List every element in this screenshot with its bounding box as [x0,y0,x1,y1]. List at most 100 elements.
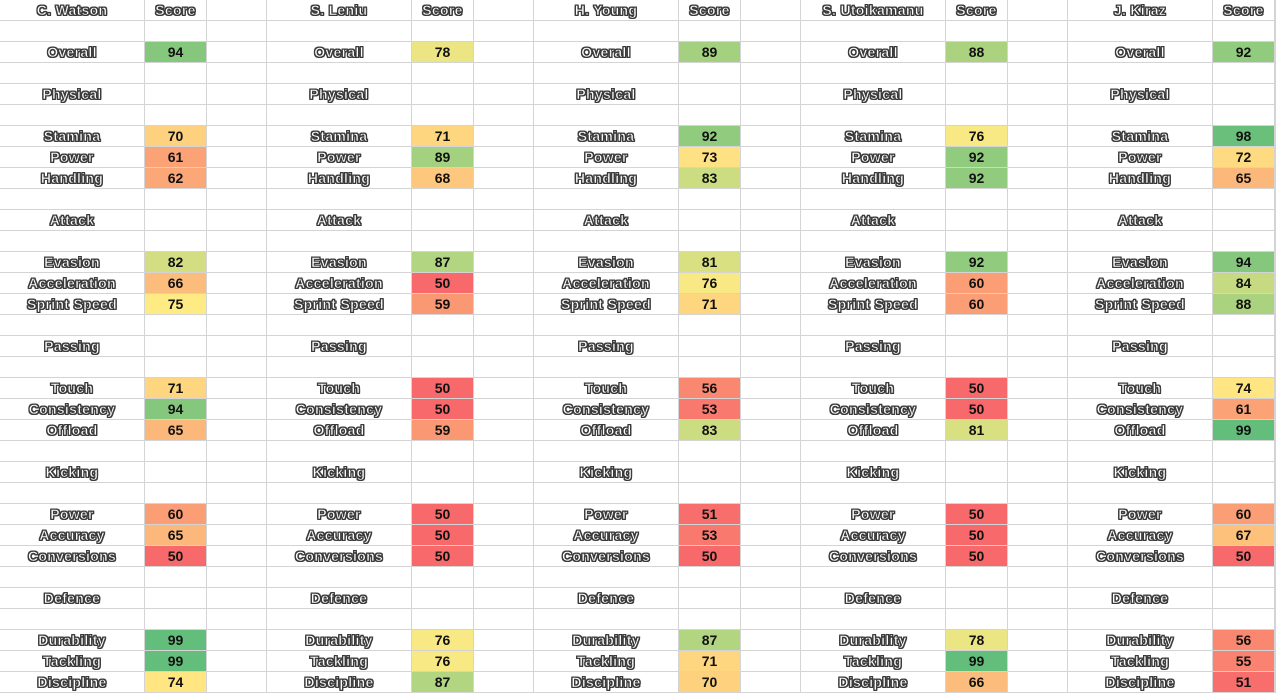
section-title-physical[interactable]: Physical [0,84,145,105]
empty-cell[interactable] [679,231,741,252]
stat-label[interactable]: Touch [534,378,679,399]
score-column-header[interactable]: Score [412,0,474,21]
empty-cell[interactable] [474,651,534,672]
empty-cell[interactable] [946,357,1008,378]
empty-cell[interactable] [207,105,267,126]
empty-cell[interactable] [412,315,474,336]
empty-cell[interactable] [534,357,679,378]
empty-cell[interactable] [1008,252,1068,273]
stat-score[interactable]: 50 [412,525,474,546]
empty-cell[interactable] [1008,189,1068,210]
empty-cell[interactable] [741,462,801,483]
empty-cell[interactable] [474,357,534,378]
empty-cell[interactable] [412,588,474,609]
empty-cell[interactable] [679,105,741,126]
section-title-kicking[interactable]: Kicking [1068,462,1213,483]
empty-cell[interactable] [1068,231,1213,252]
section-title-attack[interactable]: Attack [0,210,145,231]
empty-cell[interactable] [207,294,267,315]
empty-cell[interactable] [207,504,267,525]
stat-label[interactable]: Consistency [801,399,946,420]
empty-cell[interactable] [207,168,267,189]
empty-cell[interactable] [679,21,741,42]
stat-score[interactable]: 59 [412,420,474,441]
empty-cell[interactable] [741,63,801,84]
empty-cell[interactable] [679,609,741,630]
section-title-defence[interactable]: Defence [267,588,412,609]
empty-cell[interactable] [474,315,534,336]
empty-cell[interactable] [534,231,679,252]
overall-label[interactable]: Overall [801,42,946,63]
empty-cell[interactable] [741,504,801,525]
stat-label[interactable]: Sprint Speed [1068,294,1213,315]
empty-cell[interactable] [145,357,207,378]
empty-cell[interactable] [207,441,267,462]
stat-label[interactable]: Acceleration [801,273,946,294]
stat-score[interactable]: 89 [412,147,474,168]
empty-cell[interactable] [946,63,1008,84]
empty-cell[interactable] [1008,105,1068,126]
empty-cell[interactable] [474,588,534,609]
stat-score[interactable]: 50 [946,399,1008,420]
stat-score[interactable]: 92 [946,147,1008,168]
stat-score[interactable]: 81 [946,420,1008,441]
section-title-passing[interactable]: Passing [267,336,412,357]
empty-cell[interactable] [145,210,207,231]
empty-cell[interactable] [207,273,267,294]
stat-label[interactable]: Power [801,504,946,525]
empty-cell[interactable] [1008,651,1068,672]
empty-cell[interactable] [1008,0,1068,21]
stat-score[interactable]: 61 [145,147,207,168]
empty-cell[interactable] [801,63,946,84]
stat-score[interactable]: 99 [145,651,207,672]
stat-score[interactable]: 61 [1213,399,1275,420]
empty-cell[interactable] [534,189,679,210]
stat-label[interactable]: Handling [267,168,412,189]
empty-cell[interactable] [412,441,474,462]
empty-cell[interactable] [1068,441,1213,462]
empty-cell[interactable] [474,105,534,126]
empty-cell[interactable] [741,546,801,567]
stat-label[interactable]: Discipline [0,672,145,693]
empty-cell[interactable] [474,420,534,441]
empty-cell[interactable] [474,378,534,399]
empty-cell[interactable] [1213,483,1275,504]
stat-score[interactable]: 99 [1213,420,1275,441]
empty-cell[interactable] [946,210,1008,231]
empty-cell[interactable] [267,483,412,504]
stat-score[interactable]: 88 [1213,294,1275,315]
empty-cell[interactable] [474,441,534,462]
stat-score[interactable]: 50 [946,378,1008,399]
stat-label[interactable]: Durability [534,630,679,651]
stat-score[interactable]: 50 [412,546,474,567]
empty-cell[interactable] [741,84,801,105]
stat-label[interactable]: Power [801,147,946,168]
stat-label[interactable]: Consistency [267,399,412,420]
section-title-defence[interactable]: Defence [534,588,679,609]
empty-cell[interactable] [1008,168,1068,189]
score-column-header[interactable]: Score [145,0,207,21]
stat-score[interactable]: 53 [679,399,741,420]
empty-cell[interactable] [474,672,534,693]
empty-cell[interactable] [946,315,1008,336]
empty-cell[interactable] [801,441,946,462]
stat-label[interactable]: Power [0,147,145,168]
empty-cell[interactable] [1008,567,1068,588]
section-title-attack[interactable]: Attack [534,210,679,231]
empty-cell[interactable] [741,210,801,231]
empty-cell[interactable] [946,231,1008,252]
stat-score[interactable]: 65 [1213,168,1275,189]
stat-score[interactable]: 50 [412,273,474,294]
stat-label[interactable]: Offload [267,420,412,441]
empty-cell[interactable] [145,441,207,462]
empty-cell[interactable] [1068,189,1213,210]
empty-cell[interactable] [1068,63,1213,84]
stat-score[interactable]: 50 [946,504,1008,525]
empty-cell[interactable] [474,63,534,84]
empty-cell[interactable] [1008,609,1068,630]
empty-cell[interactable] [145,567,207,588]
empty-cell[interactable] [1008,378,1068,399]
overall-label[interactable]: Overall [1068,42,1213,63]
empty-cell[interactable] [412,609,474,630]
section-title-physical[interactable]: Physical [534,84,679,105]
